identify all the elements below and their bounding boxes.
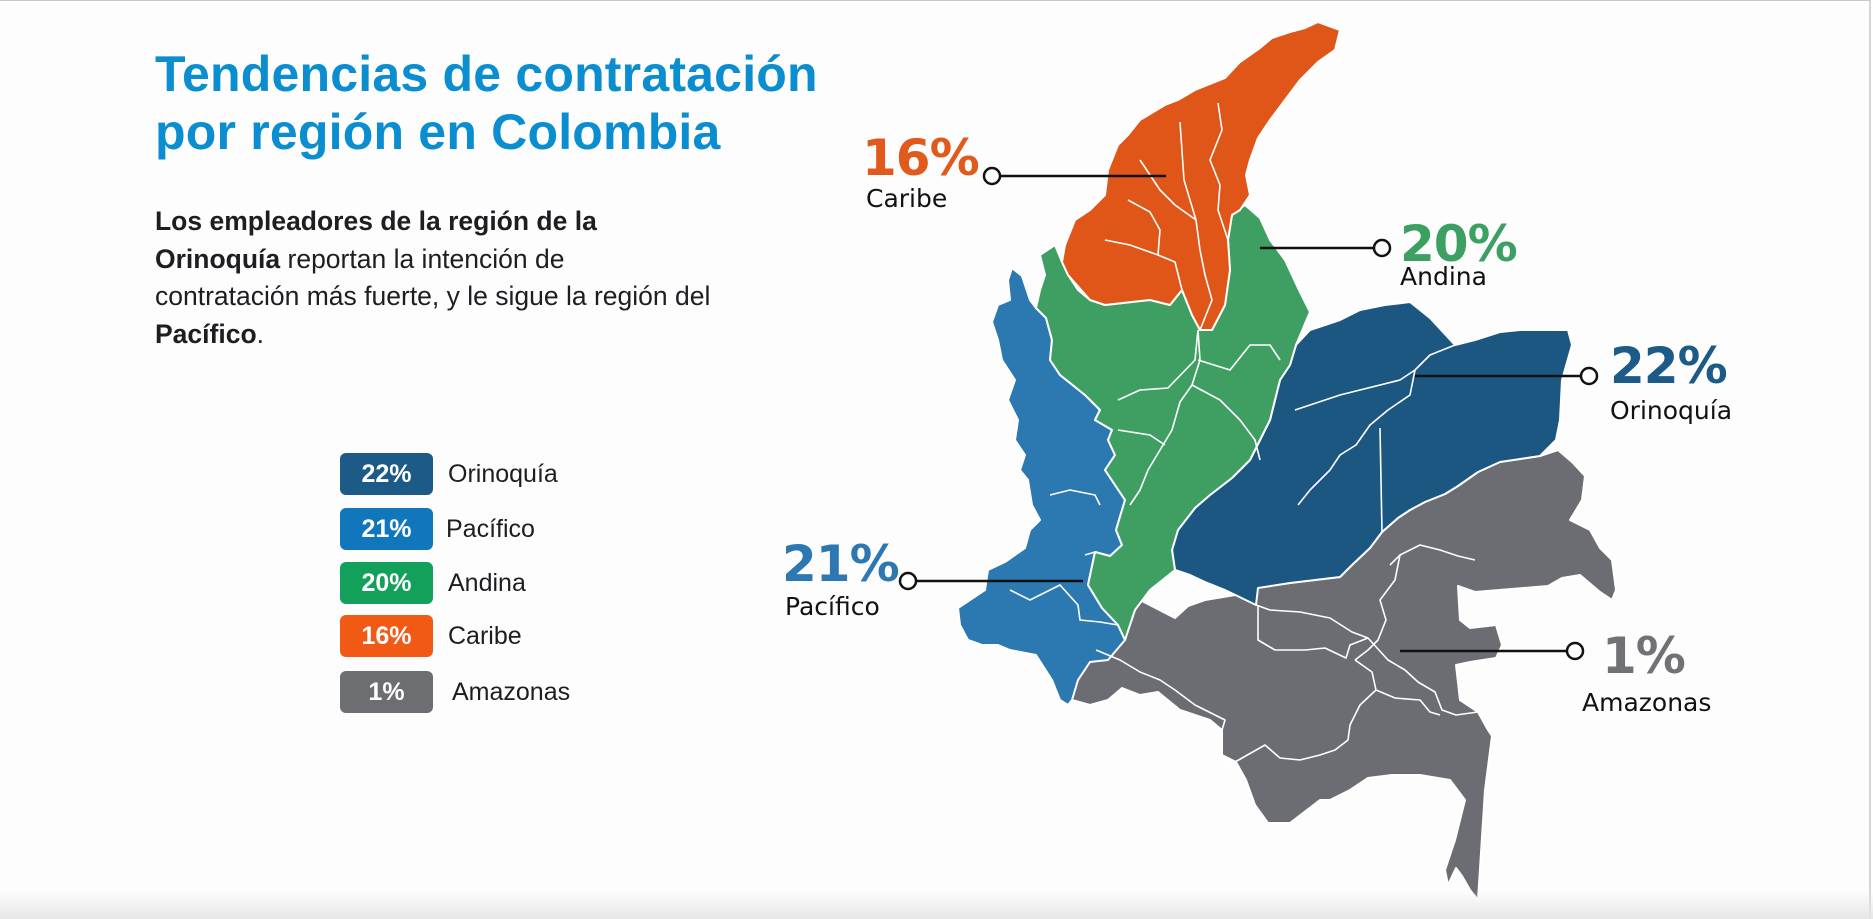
callout-name: Pacífico [785, 592, 880, 621]
leader-dot-andina [1372, 238, 1392, 258]
legend-label: Orinoquía [448, 460, 558, 488]
callout-caribe: 16% Caribe [862, 129, 980, 214]
leader-dot-pacifico [898, 571, 918, 591]
title-line-1: Tendencias de contratación [155, 46, 818, 102]
legend-label: Amazonas [452, 678, 571, 706]
legend-badge: 22% [340, 453, 433, 495]
intro-period: . [256, 318, 265, 349]
intro-bold-orinoquia: Los empleadores de la región de la Orino… [155, 206, 597, 274]
callout-pacifico: 21% Pacífico [782, 535, 900, 622]
bottom-shadow [0, 891, 1873, 919]
callout-andina: 20% Andina [1400, 215, 1518, 292]
callout-value: 1% [1602, 627, 1686, 685]
intro-bold-pacifico: Pacífico [155, 318, 257, 349]
callout-value: 21% [782, 535, 900, 593]
page-title: Tendencias de contratación por región en… [155, 45, 818, 161]
callout-value: 16% [862, 129, 980, 187]
callout-name: Amazonas [1582, 688, 1712, 717]
intro-text: reportan la intención de contratación má… [155, 243, 711, 312]
legend-label: Andina [448, 569, 526, 597]
callout-name: Orinoquía [1610, 396, 1733, 425]
legend-label: Caribe [448, 622, 522, 650]
legend-badge: 20% [340, 562, 433, 604]
region-caribe [1061, 21, 1341, 331]
legend-item-andina: 20% Andina [340, 562, 640, 604]
callout-name: Andina [1400, 262, 1487, 291]
legend-badge: 21% [340, 508, 433, 550]
leader-dot-orinoquia [1579, 366, 1599, 386]
callout-amazonas: 1% Amazonas [1582, 630, 1711, 718]
legend-item-orinoquia: 22% Orinoquía [340, 453, 640, 495]
legend-item-amazonas: 1% Amazonas [340, 671, 640, 713]
legend-badge: 1% [340, 671, 433, 713]
legend-item-caribe: 16% Caribe [340, 615, 640, 657]
callout-value: 20% [1400, 215, 1518, 273]
callout-orinoquia: 22% Orinoquía [1610, 340, 1732, 426]
leader-dot-caribe [982, 166, 1002, 186]
leader-dot-amazonas [1565, 641, 1585, 661]
intro-paragraph: Los empleadores de la región de la Orino… [155, 203, 715, 353]
legend-label: Pacífico [446, 515, 535, 543]
callout-name: Caribe [866, 184, 948, 213]
callout-value: 22% [1610, 337, 1728, 395]
legend-item-pacifico: 21% Pacífico [340, 508, 640, 550]
title-line-2: por región en Colombia [155, 104, 721, 160]
legend-badge: 16% [340, 615, 433, 657]
